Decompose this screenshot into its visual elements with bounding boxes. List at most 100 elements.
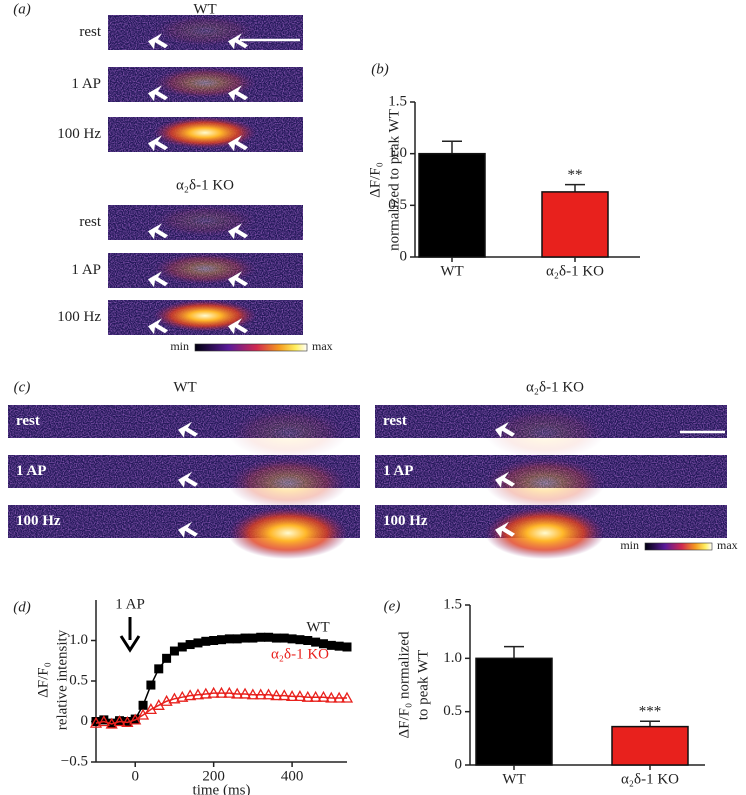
data-point [168,692,181,704]
y-tick-label: 1.0 [443,650,462,666]
y-tick-label: 1.5 [388,93,407,109]
y-axis-label: ΔF/F₀ [367,162,383,198]
y-axis-label: to peak WT [415,650,431,721]
data-point [138,700,148,710]
data-point [177,642,187,652]
y-tick-label: 0.5 [443,703,462,719]
hot-spot [228,457,348,510]
arrow-head [178,471,198,488]
image-title: WT [193,1,216,17]
image-row-label: 100 Hz [57,309,101,325]
series-label: α₂δ-1 KO [271,646,329,662]
image-row-label: 1 AP [16,463,46,479]
data-point [238,687,252,699]
panel-label: (b) [371,61,389,77]
arrow-head [228,271,248,288]
data-point [217,635,226,645]
data-point [285,690,299,702]
hot-spot [228,507,348,560]
y-tick-label: 1.0 [388,145,407,161]
data-point [342,642,352,652]
x-tick-label: 0 [131,768,139,784]
data-point [223,686,236,698]
y-axis-label: relative intensity [54,629,70,730]
hot-spot [153,116,257,149]
y-tick-label: −0.5 [61,753,88,769]
data-point [162,653,172,663]
arrow-head [228,135,248,152]
arrow-head [228,318,248,335]
arrow-head [148,271,168,288]
y-tick-label: 0.5 [388,197,407,213]
image-row-label: 100 Hz [383,513,428,529]
arrow-head [495,521,515,538]
bar [475,657,553,766]
significance-label: *** [639,704,662,720]
data-point [224,634,234,644]
image-row-label: 1 AP [71,76,101,92]
data-point [113,715,126,727]
x-tick-label: WT [502,771,525,787]
data-point [105,717,118,729]
data-point [146,680,156,690]
panel-label: (a) [13,1,31,17]
arrow-head [148,33,168,50]
image-row-label: rest [79,24,101,40]
colorbar-max: max [717,538,738,552]
data-point [295,635,305,645]
image-row-label: 1 AP [383,463,413,479]
data-point [334,641,344,651]
data-point [184,689,197,701]
image-title: α₂δ-1 KO [176,177,234,193]
data-point [318,639,328,649]
data-point [246,688,259,700]
data-point [115,716,125,726]
y-tick-label: 0 [400,248,408,264]
data-point [201,636,211,646]
data-point [262,688,275,700]
data-point [169,646,179,656]
arrow-head [148,135,168,152]
image-row-label: rest [16,413,40,429]
hot-spot [228,407,348,460]
data-point [215,686,228,698]
data-point [311,637,321,647]
annotation: 1 AP [115,596,145,612]
data-point [207,686,220,698]
data-point [121,715,134,727]
image-row-label: rest [79,214,101,230]
hot-spot [153,252,257,285]
data-point [199,687,212,699]
data-point [340,691,354,703]
data-point [301,690,314,702]
arrow-head [228,85,248,102]
y-tick-label: 0 [455,756,463,772]
hot-spot [485,507,605,560]
data-point [326,640,336,650]
image-title: α₂δ-1 KO [526,379,584,395]
data-point [89,716,103,728]
hot-spot [153,14,257,47]
data-point [154,664,164,674]
y-axis-label: ΔF/F₀ [35,662,51,698]
arrow-head [178,521,198,538]
hot-spot [153,204,257,237]
hot-spot [153,299,257,332]
data-point [325,691,338,703]
data-point [231,687,244,699]
colorbar-min: min [620,538,639,552]
y-tick-label: 1.5 [443,596,462,612]
data-point [271,633,281,643]
data-point [122,717,132,726]
colorbar-max: max [312,339,333,353]
data-point [107,718,117,728]
image-title: WT [173,379,196,395]
arrow-head [148,85,168,102]
data-point [176,690,189,702]
data-point [279,633,289,643]
bar [541,191,609,258]
x-tick-label: WT [440,263,463,279]
colorbar [644,542,713,551]
y-tick-label: 1.0 [69,632,88,648]
x-tick-label: 200 [202,768,225,784]
